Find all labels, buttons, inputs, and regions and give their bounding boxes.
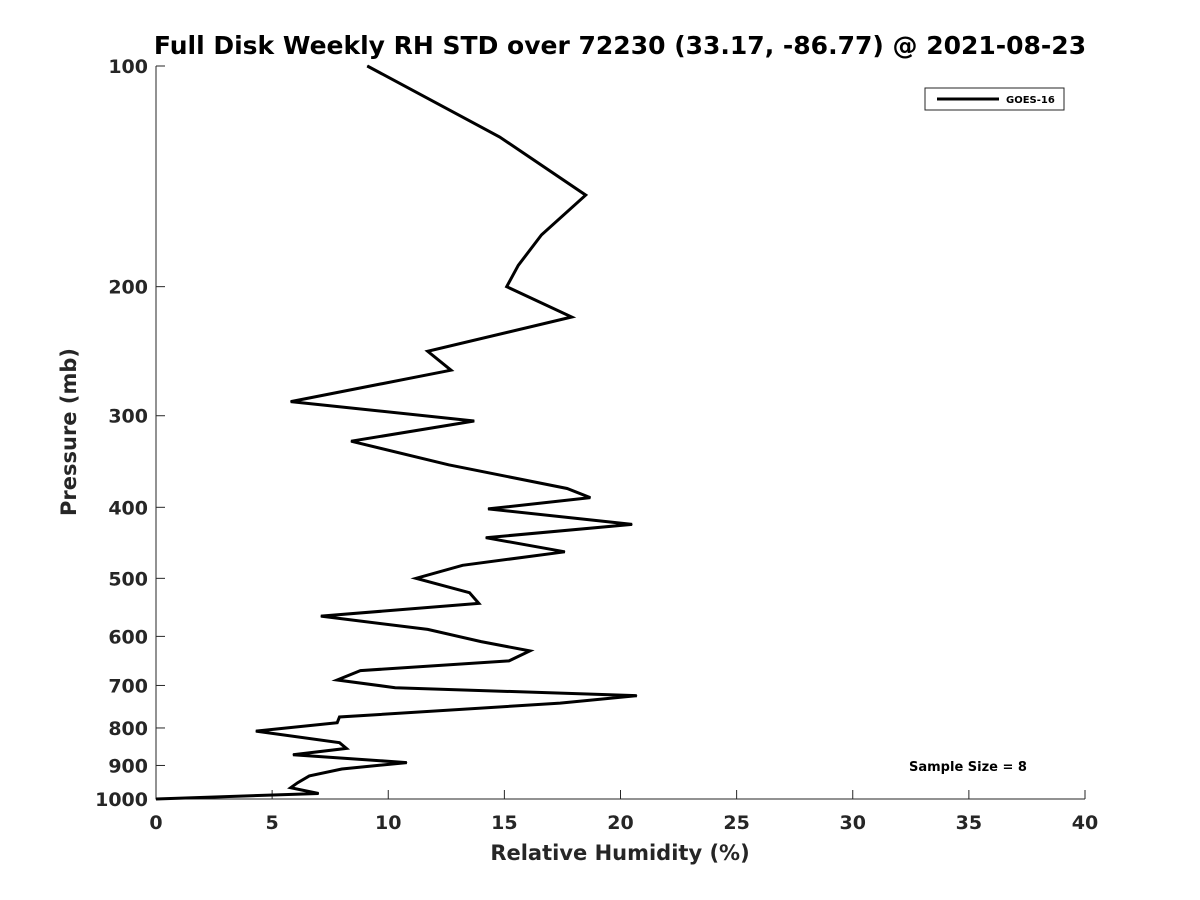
data-point	[450, 369, 452, 371]
data-point	[427, 350, 429, 352]
data-point	[564, 551, 566, 553]
data-point	[566, 488, 568, 489]
data-point	[508, 660, 510, 662]
data-point	[559, 702, 561, 704]
data-point	[636, 695, 638, 697]
data-point	[589, 497, 591, 499]
data-point	[318, 793, 320, 794]
x-tick-label: 5	[266, 812, 279, 834]
data-point	[499, 136, 501, 138]
sample-size-annotation: Sample Size = 8	[909, 760, 1027, 775]
data-point	[485, 537, 487, 539]
x-tick-label: 35	[956, 812, 982, 834]
data-point	[415, 577, 417, 579]
y-tick-label: 200	[108, 277, 148, 299]
data-point	[359, 670, 361, 672]
data-point	[585, 194, 587, 196]
plot-area	[156, 66, 1085, 799]
data-point	[290, 787, 292, 789]
data-point	[339, 716, 340, 718]
data-point	[462, 564, 464, 566]
x-tick-label: 0	[149, 812, 162, 834]
y-tick-label: 100	[108, 56, 148, 78]
data-point	[469, 592, 470, 594]
data-point	[529, 650, 531, 652]
data-point	[631, 523, 633, 525]
data-point	[292, 754, 294, 756]
data-point	[571, 316, 573, 318]
data-point	[297, 782, 299, 784]
data-point	[406, 762, 408, 764]
data-point	[427, 628, 429, 630]
y-axis-title: Pressure (mb)	[57, 348, 81, 516]
data-point	[336, 722, 338, 724]
data-point	[350, 440, 352, 442]
data-point	[320, 615, 322, 617]
y-tick-label: 700	[108, 675, 148, 697]
data-point	[394, 687, 396, 689]
data-point	[506, 286, 508, 288]
data-point	[155, 798, 157, 800]
y-ticks: 100 200 300 400 500 600 700 800 900 1000	[95, 56, 165, 811]
data-point	[345, 747, 347, 749]
legend-label-goes-16: GOES-16	[1006, 95, 1055, 106]
x-tick-label: 20	[607, 812, 633, 834]
y-tick-label: 300	[108, 406, 148, 428]
data-point	[487, 508, 489, 510]
data-point	[341, 768, 343, 770]
data-point	[541, 234, 542, 236]
data-point	[517, 264, 519, 266]
data-point	[448, 464, 450, 466]
x-tick-label: 40	[1072, 812, 1098, 834]
legend: GOES-16	[924, 87, 1065, 111]
data-point	[480, 641, 482, 643]
x-ticks: 0 5 10 15 20 25 30 35 40	[149, 790, 1098, 834]
chart-title: Full Disk Weekly RH STD over 72230 (33.1…	[154, 31, 1086, 60]
x-tick-label: 25	[723, 812, 749, 834]
x-tick-label: 10	[375, 812, 401, 834]
y-tick-label: 600	[108, 626, 148, 648]
data-point	[336, 679, 338, 681]
data-point	[473, 420, 475, 422]
data-point	[255, 730, 257, 732]
series-layer	[155, 64, 638, 801]
y-tick-label: 900	[108, 755, 148, 777]
x-tick-label: 30	[840, 812, 866, 834]
data-point	[308, 775, 310, 777]
data-point	[339, 742, 340, 744]
x-axis-title: Relative Humidity (%)	[490, 841, 749, 865]
y-tick-label: 400	[108, 497, 148, 519]
data-point	[478, 602, 480, 604]
data-point	[366, 65, 368, 67]
y-tick-label: 1000	[95, 789, 148, 811]
y-tick-label: 500	[108, 568, 148, 590]
y-tick-label: 800	[108, 718, 148, 740]
x-tick-label: 15	[491, 812, 517, 834]
data-point	[290, 401, 292, 403]
series-line-goes-16	[155, 64, 637, 801]
